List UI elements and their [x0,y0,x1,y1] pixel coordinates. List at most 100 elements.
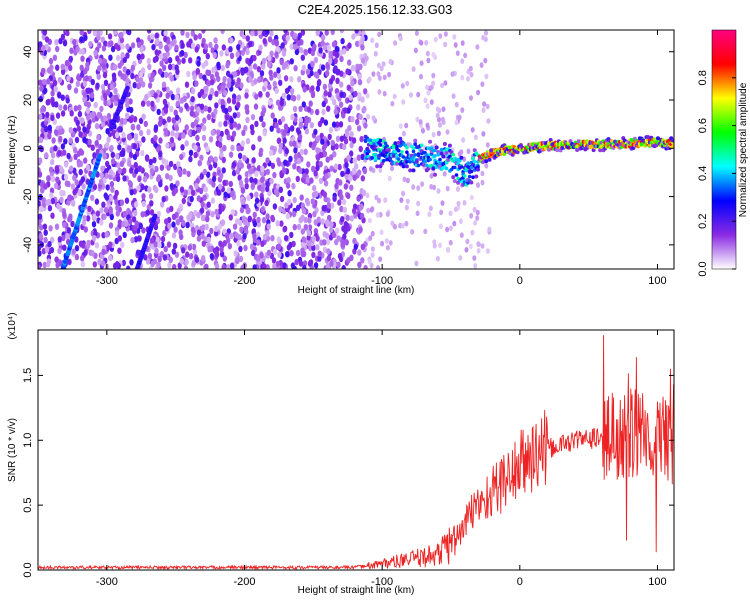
heatmap-cell [113,63,118,71]
heatmap-cell [439,147,444,152]
heatmap-cell [339,30,345,34]
heatmap-cell [254,93,259,100]
heatmap-cell [289,43,294,50]
heatmap-cell [38,171,43,178]
heatmap-cell [44,125,49,133]
heatmap-cell [54,256,59,263]
heatmap-cell [306,240,311,247]
heatmap-cell [60,68,66,76]
heatmap-cell [101,63,107,70]
heatmap-cell [153,241,158,248]
heatmap-cell [140,149,145,157]
heatmap-cell [120,241,125,249]
heatmap-cell [41,201,47,208]
heatmap-cell [271,39,276,46]
heatmap-cell [159,60,164,67]
heatmap-cell [283,30,288,34]
heatmap-cell [120,43,125,50]
heatmap-cell [367,76,372,82]
heatmap-cell [339,194,344,201]
heatmap-cell [129,106,134,114]
heatmap-cell [68,64,73,72]
heatmap-cell [238,245,243,253]
heatmap-cell [133,133,139,140]
heatmap-cell [351,207,357,215]
heatmap-cell [86,123,91,130]
heatmap-cell [99,219,104,226]
heatmap-cell [254,120,259,128]
heatmap-cell [95,82,100,89]
heatmap-cell [380,161,385,166]
heatmap-cell [109,213,115,221]
heatmap-cell [463,174,467,178]
heatmap-cell [211,67,216,74]
heatmap-cell [94,198,100,205]
heatmap-cell [423,97,428,104]
heatmap-cell [90,250,95,257]
heatmap-cell [438,33,443,39]
heatmap-cell [226,97,232,104]
heatmap-cell [179,153,184,161]
heatmap-cell [231,169,237,177]
heatmap-cell [326,202,332,209]
heatmap-cell [185,92,190,99]
heatmap-cell [39,181,45,188]
heatmap-cell [439,209,444,216]
heatmap-cell [132,143,137,150]
heatmap-cell [330,202,335,209]
heatmap-cell [456,200,461,207]
y-tick-label: 40 [22,46,34,58]
heatmap-cell [197,160,202,167]
heatmap-cell [193,144,198,152]
heatmap-cell [256,66,262,73]
heatmap-cell [235,257,240,264]
heatmap-cell [436,130,441,137]
heatmap-cell [555,148,560,153]
heatmap-cell [211,181,216,188]
heatmap-cell [216,189,221,196]
heatmap-cell [419,40,424,46]
heatmap-cell [274,51,279,58]
heatmap-cell [93,101,98,109]
heatmap-cell [325,61,330,69]
heatmap-cell [79,64,84,72]
heatmap-cell [443,80,448,86]
heatmap-cell [174,94,179,101]
heatmap-cell [181,132,186,139]
heatmap-cell [411,149,416,154]
heatmap-cell [451,93,456,99]
heatmap-cell [173,226,178,233]
heatmap-cell [484,73,489,80]
heatmap-cell [40,67,46,75]
heatmap-cell [261,63,266,70]
heatmap-cell [78,240,84,247]
heatmap-cell [146,100,151,107]
heatmap-cell [456,186,460,192]
heatmap-cell [158,43,163,50]
heatmap-cell [184,81,190,88]
heatmap-cell [85,61,90,69]
heatmap-cell [60,33,66,41]
heatmap-cell [94,123,100,130]
heatmap-cell [122,167,127,174]
colorbar-tick-label: 0.6 [697,118,709,133]
heatmap-cell [163,107,169,114]
heatmap-cell [184,124,189,131]
heatmap-cell [146,129,151,136]
heatmap-cell [174,125,179,132]
heatmap-cell [295,204,301,211]
heatmap-cell [208,164,213,171]
heatmap-cell [108,241,113,248]
heatmap-cell [182,168,187,175]
heatmap-cell [325,263,330,269]
heatmap-cell [90,194,95,201]
heatmap-cell [347,59,352,66]
heatmap-cell [367,217,372,224]
heatmap-cell [43,183,48,190]
heatmap-cell [102,115,108,122]
heatmap-cell [385,244,390,251]
heatmap-cell [51,100,56,108]
heatmap-cell [230,79,235,87]
heatmap-cell [72,39,77,46]
y-tick-label: 1.5 [22,368,34,383]
